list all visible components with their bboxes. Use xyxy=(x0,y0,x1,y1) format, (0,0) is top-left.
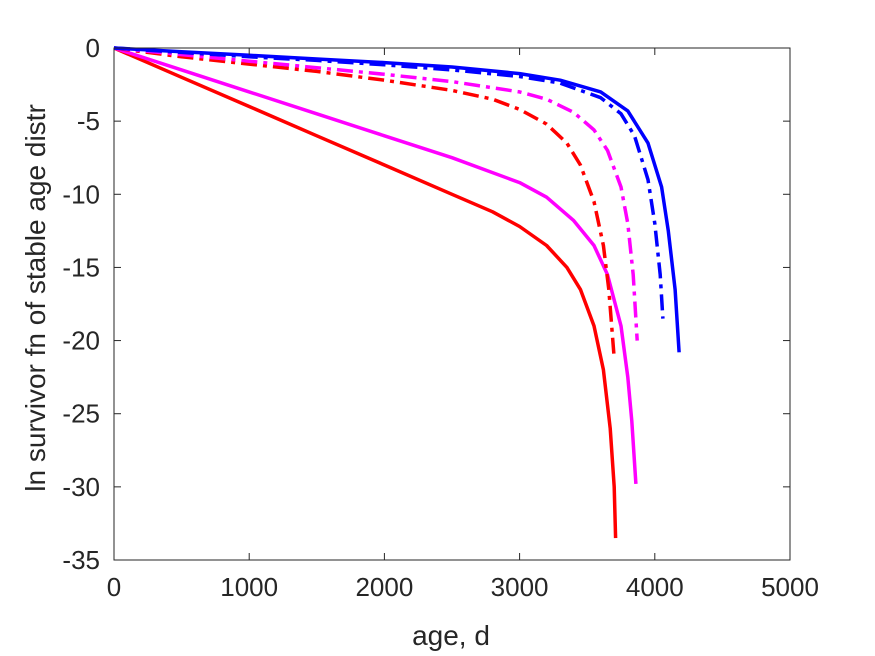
x-tick-label-3: 3000 xyxy=(491,572,549,602)
y-tick-label-4: -20 xyxy=(62,326,100,356)
x-tick-labels: 0 1000 2000 3000 4000 5000 xyxy=(107,572,819,602)
plot-frame xyxy=(113,47,791,561)
y-tick-label-5: -25 xyxy=(62,399,100,429)
axis-ticks xyxy=(113,47,791,561)
series-line-4 xyxy=(113,46,665,319)
y-tick-label-7: -35 xyxy=(62,545,100,575)
y-tick-label-3: -15 xyxy=(62,252,100,282)
series-line-2 xyxy=(113,46,616,359)
axes-frame xyxy=(113,47,791,561)
x-tick-label-5: 5000 xyxy=(761,572,819,602)
y-tick-labels: 0 -5 -10 -15 -20 -25 -30 -35 xyxy=(62,33,100,575)
series-line-1 xyxy=(113,46,638,485)
x-tick-label-1: 1000 xyxy=(220,572,278,602)
series-line-3 xyxy=(113,46,639,341)
x-tick-label-0: 0 xyxy=(107,572,121,602)
y-axis-label: ln survivor fn of stable age distr xyxy=(20,104,51,492)
y-tick-label-6: -30 xyxy=(62,472,100,502)
x-axis-label: age, d xyxy=(412,620,490,651)
y-tick-label-1: -5 xyxy=(77,106,100,136)
series-line-5 xyxy=(113,46,681,353)
y-tick-label-2: -10 xyxy=(62,179,100,209)
plot-lines xyxy=(113,46,681,539)
y-tick-label-0: 0 xyxy=(86,33,100,63)
x-tick-label-4: 4000 xyxy=(626,572,684,602)
series-line-0 xyxy=(113,46,618,539)
x-tick-label-2: 2000 xyxy=(355,572,413,602)
